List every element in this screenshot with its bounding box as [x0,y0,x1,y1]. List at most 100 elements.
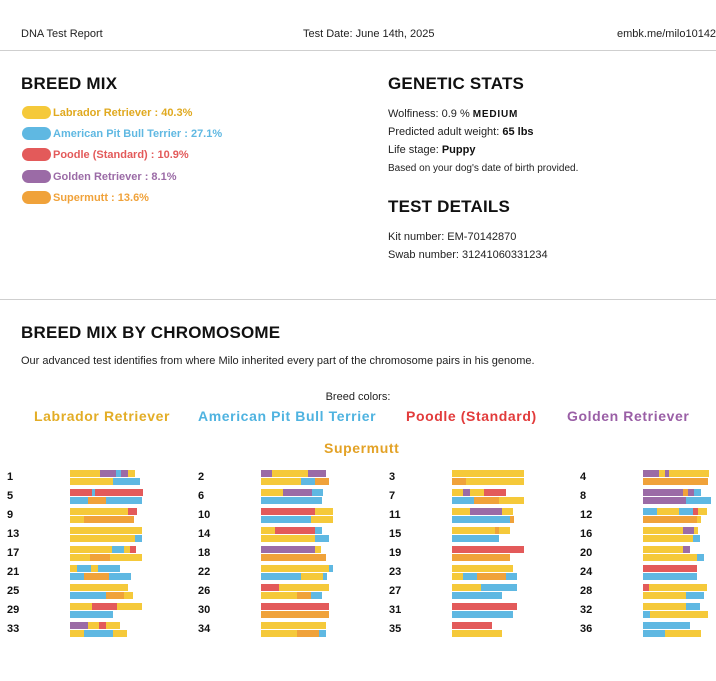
chromosome-number: 6 [198,490,205,502]
chromosome-segment [452,584,481,591]
chromosome-segment [452,516,510,523]
chromosome-segment [95,489,143,496]
chromosome-segment [463,489,470,496]
chromosome-segment [261,565,329,572]
chromosome-number: 13 [7,528,20,540]
chromosome-number: 8 [580,490,587,502]
chromosome-segment [279,584,329,591]
chromosome-segment [643,478,708,485]
chromosome-segment [88,622,99,629]
chromosome-segment [84,573,109,580]
chromosome-bar-bottom [261,592,361,599]
chromosome-segment [77,565,91,572]
chromosome-bar-top [452,470,552,477]
chromosome-segment [643,573,697,580]
chromosome-segment [643,630,665,637]
chromosome-bar-top [452,603,552,610]
chromosome-number: 27 [389,585,402,597]
chromosome-bar-bottom [70,573,170,580]
chromosome-segment [70,565,77,572]
chromosome-number: 33 [7,623,20,635]
chromosome-segment [261,592,297,599]
chromosome-bar-bottom [643,535,716,542]
weight-value: 65 lbs [502,126,534,138]
chromosome-bar-bottom [452,611,552,618]
chromosome-segment [683,489,688,496]
chromosome-segment [130,546,136,553]
chromosome-segment [261,622,326,629]
chromosome-segment [272,470,308,477]
chromosome-segment [665,630,701,637]
chromosome-segment [70,516,84,523]
chromosome-segment [506,573,517,580]
breed-color-swatch [22,170,51,183]
chromosome-segment [261,546,315,553]
chromosome-segment [301,573,323,580]
chromosome-bar-top [261,489,361,496]
chromosome-bar-top [452,546,552,553]
chromosome-segment [669,470,709,477]
chromosome-segment [643,527,683,534]
chromosome-segment [261,470,272,477]
chromosome-bar-top [261,565,361,572]
breed-colors-title: Breed colors: [325,391,391,403]
chromosome-segment [301,478,315,485]
chromosome-segment [261,497,322,504]
chromosome-segment [686,592,704,599]
chromosome-segment [283,489,312,496]
chromosome-segment [697,554,704,561]
wolfiness-stat: Wolfiness: 0.9 % MEDIUM [388,108,518,120]
chromosome-segment [683,527,694,534]
chromosome-segment [659,470,665,477]
swab-number: Swab number: 31241060331234 [388,249,548,261]
chromosome-segment [649,584,707,591]
chromosome-segment [124,546,130,553]
chromosome-bar-top [452,508,552,515]
chromosome-number: 15 [389,528,402,540]
chromosome-number: 19 [389,547,402,559]
chromosome-segment [261,630,297,637]
chromosome-segment [643,622,690,629]
breed-color-swatch [22,106,51,119]
chromosome-segment [319,630,326,637]
life-stage-label: Life stage: [388,144,439,156]
chromosome-number: 30 [198,604,211,616]
breed-mix-label: Labrador Retriever : 40.3% [53,107,193,119]
chromosome-segment [261,573,301,580]
chromosome-segment [70,630,84,637]
chromosome-segment [499,527,510,534]
chromosome-number: 31 [389,604,402,616]
chromosome-segment [470,489,484,496]
chromosome-segment [113,630,127,637]
chromosome-bar-bottom [452,516,552,523]
chromosome-segment [452,611,513,618]
chromosome-bar-top [643,584,716,591]
chromosome-segment [88,497,106,504]
breed-color-swatch [22,191,51,204]
chromosome-segment [70,470,100,477]
chromosome-segment [116,470,121,477]
chromosome-bar-bottom [643,497,716,504]
chromosome-segment [452,565,513,572]
chromosome-number: 4 [580,471,587,483]
chromosome-bar-bottom [452,535,552,542]
chromosome-segment [329,565,333,572]
chromosome-bar-top [452,565,552,572]
chromosome-bar-bottom [261,497,361,504]
chromosome-bar-top [643,527,716,534]
chromosome-segment [643,470,659,477]
weight-label: Predicted adult weight: [388,126,500,138]
chromosome-segment [686,603,700,610]
chromosome-bar-bottom [452,497,552,504]
chromosome-segment [688,489,694,496]
chromosome-segment [312,489,323,496]
test-date: Test Date: June 14th, 2025 [303,28,435,40]
chromosome-bar-top [643,508,716,515]
report-link[interactable]: embk.me/milo10142870 [617,28,716,40]
chromosome-segment [643,516,697,523]
chromosome-segment [499,497,524,504]
wolfiness-level: MEDIUM [472,109,519,120]
chromosome-number: 32 [580,604,593,616]
chromosome-segment [70,478,113,485]
breed-color-legend-item: Labrador Retriever [34,408,171,424]
